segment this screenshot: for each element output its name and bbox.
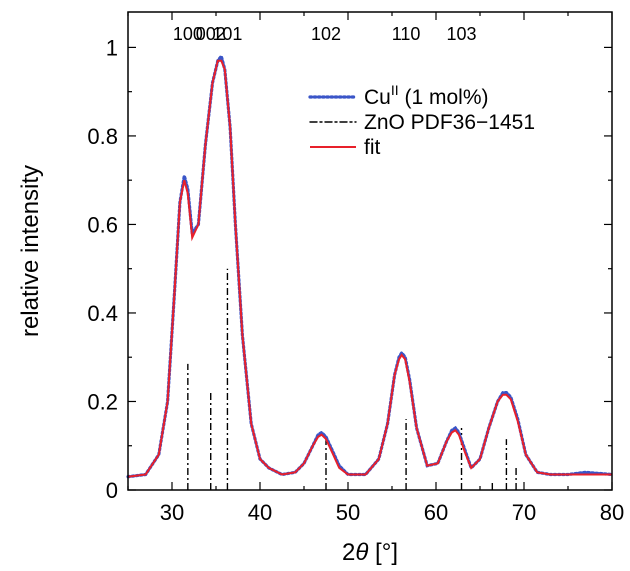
series-layer: [126, 52, 614, 479]
plot-frame: [127, 11, 613, 491]
series-fit-line: [127, 59, 612, 478]
legend: CuII (1 mol%) ZnO PDF36−1451 fit: [308, 82, 535, 159]
hkl-label: 102: [311, 24, 341, 44]
y-tick-label: 0.8: [87, 124, 118, 149]
hkl-label: 103: [446, 24, 476, 44]
x-tick-label: 40: [248, 500, 272, 525]
x-tick-label: 70: [512, 500, 536, 525]
y-tick-label: 0.6: [87, 212, 118, 237]
x-tick-label: 80: [600, 500, 624, 525]
x-axis-title: 2θ [°]: [342, 539, 398, 566]
y-axis-title: relative intensity: [17, 165, 44, 337]
legend-label-measured: CuII (1 mol%): [364, 82, 489, 109]
x-axis-ticks: 30 40 50 60 70 80: [127, 12, 624, 525]
reference-lines: [187, 268, 517, 490]
hkl-label: 002: [196, 24, 226, 44]
x-tick-label: 50: [336, 500, 360, 525]
x-tick-label: 60: [424, 500, 448, 525]
legend-label-reference: ZnO PDF36−1451: [364, 111, 535, 134]
y-tick-label: 1: [106, 35, 118, 60]
y-axis-ticks: 0 0.2 0.4 0.6 0.8 1: [87, 35, 612, 503]
y-tick-label: 0.4: [87, 301, 118, 326]
y-tick-label: 0: [106, 478, 118, 503]
hkl-label: 110: [392, 24, 421, 44]
legend-label-fit: fit: [364, 136, 381, 159]
hkl-label: 100: [173, 24, 203, 44]
y-tick-label: 0.2: [87, 389, 118, 414]
hkl-label: 101: [212, 24, 242, 44]
x-tick-label: 30: [160, 500, 184, 525]
